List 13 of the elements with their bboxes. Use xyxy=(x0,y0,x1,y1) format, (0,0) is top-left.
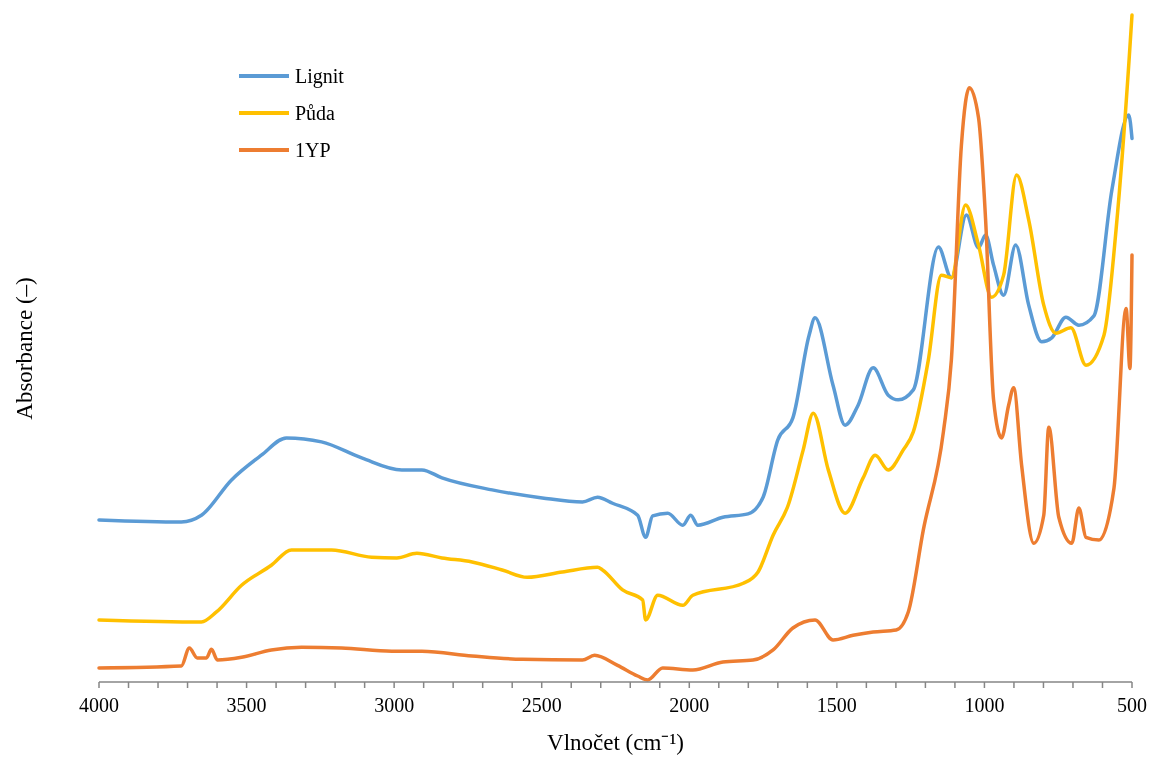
legend-label: 1YP xyxy=(295,139,331,161)
y-axis-title: Absorbance (–) xyxy=(12,277,37,420)
x-tick-label: 3500 xyxy=(226,694,267,716)
x-tick-label: 2500 xyxy=(521,694,562,716)
x-tick-label: 1500 xyxy=(816,694,857,716)
x-tick-label: 2000 xyxy=(669,694,710,716)
x-tick-label: 3000 xyxy=(374,694,415,716)
legend-label: Lignit xyxy=(295,65,345,88)
x-axis-title: Vlnočet (cm⁻¹) xyxy=(547,730,684,755)
x-tick-label: 1000 xyxy=(964,694,1005,716)
x-tick-label: 4000 xyxy=(79,694,119,716)
legend-label: Půda xyxy=(295,102,336,124)
x-tick-label: 500 xyxy=(1117,694,1147,716)
